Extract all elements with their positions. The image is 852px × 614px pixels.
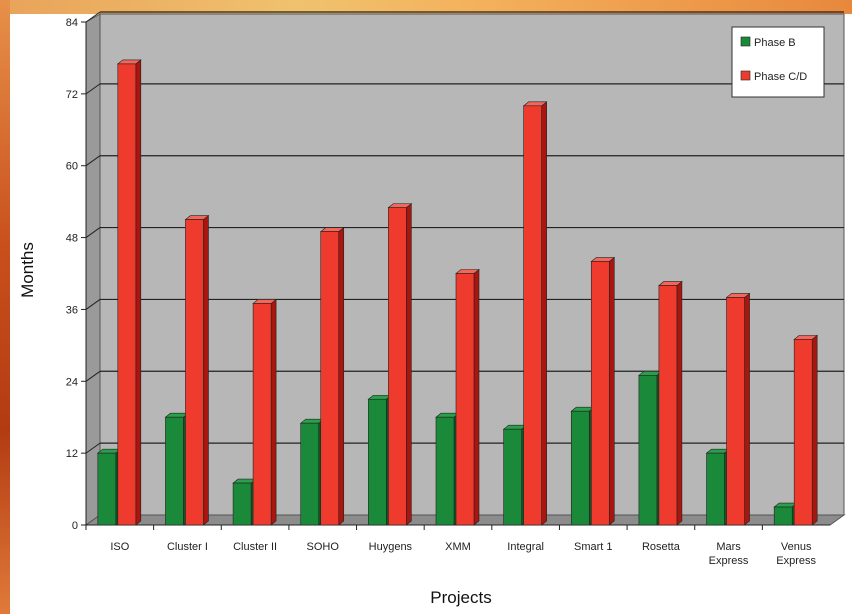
bar-side xyxy=(744,292,750,526)
bar-phase-b xyxy=(96,448,122,526)
bar-front xyxy=(658,285,678,526)
bar-phase-b xyxy=(299,418,325,526)
x-tick-label: ISO xyxy=(110,541,129,553)
gridline-depth xyxy=(85,442,101,454)
x-tick-label: Cluster I xyxy=(167,541,208,553)
bar-phase-b xyxy=(367,394,393,526)
x-tick-label: Huygens xyxy=(369,541,413,553)
bar-front xyxy=(793,339,813,526)
bar-front xyxy=(435,416,455,526)
bar-side xyxy=(203,214,209,526)
legend-swatch xyxy=(740,70,751,81)
bar-phase-b xyxy=(502,424,528,526)
bar-side xyxy=(270,298,277,526)
y-tick-label: 12 xyxy=(66,448,78,460)
bar-side xyxy=(676,280,683,526)
bar-front xyxy=(185,219,204,526)
gridline-depth xyxy=(85,83,101,95)
x-axis-title: Projects xyxy=(430,588,491,607)
legend-label: Phase C/D xyxy=(754,71,807,83)
bar-phase-cd xyxy=(455,268,480,526)
bar-side xyxy=(135,59,142,526)
bar-phase-cd xyxy=(116,59,142,526)
bars xyxy=(96,59,819,526)
bar-side xyxy=(473,268,480,526)
bar-phase-cd xyxy=(658,280,683,526)
x-tick-label: XMM xyxy=(445,541,471,553)
bar-phase-cd xyxy=(590,256,616,526)
bar-front xyxy=(165,416,184,526)
legend-label: Phase B xyxy=(754,37,796,49)
bar-phase-cd xyxy=(387,203,413,526)
bar-phase-b xyxy=(164,412,190,526)
bar-phase-cd xyxy=(793,334,819,526)
y-tick-label: 84 xyxy=(66,17,78,29)
bar-side xyxy=(608,256,615,526)
bar-front xyxy=(300,422,320,526)
bar-phase-b xyxy=(705,448,731,526)
bar-side xyxy=(406,203,412,526)
bar-front xyxy=(252,303,272,526)
x-tick-label: Cluster II xyxy=(233,541,277,553)
y-tick-label: 60 xyxy=(66,161,78,173)
y-tick-label: 48 xyxy=(66,233,78,245)
x-tick-label: Integral xyxy=(507,541,544,553)
gridline-depth xyxy=(85,299,101,310)
bar-front xyxy=(455,273,475,526)
legend-swatch xyxy=(740,36,751,47)
bar-phase-cd xyxy=(522,101,548,526)
x-axis-categories: ISO Cluster I Cluster II SOHO Huygens XMM Inte… xyxy=(85,525,817,567)
y-tick-label: 0 xyxy=(72,520,78,532)
bar-front xyxy=(97,452,117,526)
gridline-depth xyxy=(85,155,101,167)
decorative-banner xyxy=(0,0,852,14)
decorative-side-strip xyxy=(0,0,10,614)
bar-phase-b xyxy=(638,370,663,526)
y-axis-title: Months xyxy=(18,242,37,298)
bar-phase-b xyxy=(773,502,799,526)
bar-side xyxy=(338,226,345,526)
x-tick-label: Express xyxy=(709,555,749,567)
bar-side xyxy=(541,101,547,526)
bar-phase-b xyxy=(435,412,460,526)
bar-front xyxy=(232,482,252,526)
bar-phase-cd xyxy=(319,226,345,526)
bar-phase-cd xyxy=(184,214,210,526)
bar-side xyxy=(811,334,818,526)
x-tick-label: Venus xyxy=(781,541,812,553)
bar-front xyxy=(523,105,542,526)
x-tick-label: Mars xyxy=(716,541,741,553)
bar-front xyxy=(706,452,725,526)
bar-front xyxy=(638,374,658,526)
y-tick-label: 72 xyxy=(66,89,78,101)
gridline-depth xyxy=(85,11,101,23)
bar-phase-cd xyxy=(252,298,277,526)
x-tick-label: Rosetta xyxy=(642,541,681,553)
bar-front xyxy=(368,398,387,526)
gridline-depth xyxy=(85,227,101,238)
bar-front xyxy=(726,297,745,526)
bar-front xyxy=(773,506,793,526)
bar-phase-cd xyxy=(725,292,751,526)
bar-front xyxy=(320,231,340,526)
x-tick-label: SOHO xyxy=(307,541,340,553)
legend: Phase B Phase C/D xyxy=(731,26,825,98)
bar-front xyxy=(388,207,407,526)
bar-front xyxy=(503,428,522,526)
bar-front xyxy=(117,63,137,526)
y-tick-label: 24 xyxy=(66,376,78,388)
bar-phase-b xyxy=(232,478,257,526)
x-tick-label: Smart 1 xyxy=(574,541,613,553)
bar-front xyxy=(570,410,590,526)
bar-phase-b xyxy=(570,406,596,526)
bar-front xyxy=(590,261,610,526)
x-tick-label: Express xyxy=(776,555,816,567)
gridline-depth xyxy=(85,370,101,382)
y-tick-label: 36 xyxy=(66,304,78,316)
